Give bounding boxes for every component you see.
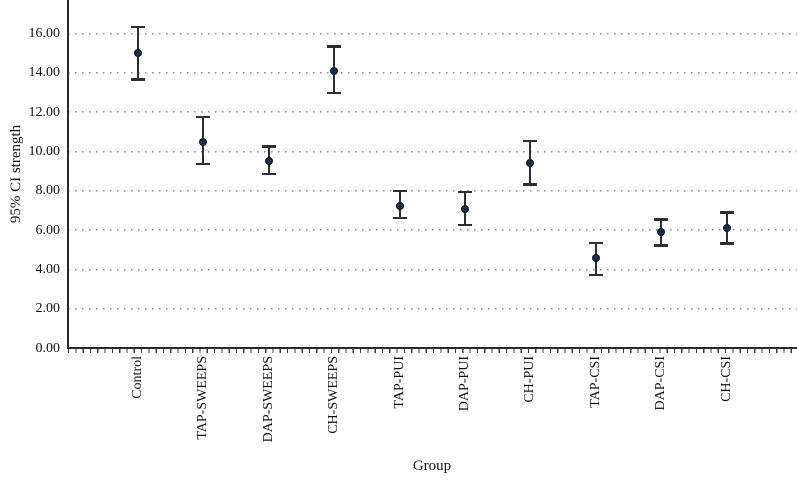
gridline [68,32,797,35]
gridline [68,229,797,232]
error-bar-cap-top [719,211,734,214]
x-tick-label: DAP-SWEEPS [260,356,276,443]
y-tick-label: 4.00 [35,261,61,277]
error-bar-cap-top [523,139,538,142]
error-bar-cap-top [654,218,669,221]
error-bar-cap-top [261,145,276,148]
y-tick-label: 0.00 [35,340,61,356]
error-bar-cap-top [196,116,211,119]
y-tick-label: 8.00 [35,183,61,199]
gridline [68,268,797,271]
error-bar-cap-bottom [719,242,734,245]
error-bar-cap-top [327,45,342,48]
y-tick-label: 16.00 [28,25,61,41]
y-axis-title: 95% CI strength [8,124,24,224]
gridline [68,150,797,153]
plot-area [68,0,797,348]
error-bar-cap-bottom [588,273,603,277]
gridline [68,71,797,74]
y-tick-label: 12.00 [28,104,61,120]
x-tick-label: CH-SWEEPS [326,356,342,434]
gridline [68,111,797,114]
error-bar-cap-bottom [261,172,276,175]
x-tick-label: TAP-PUI [391,356,407,409]
y-tick-label: 6.00 [35,222,61,238]
data-point-marker [461,205,469,214]
y-tick-label: 2.00 [35,301,61,317]
data-point-marker [330,66,339,75]
data-point-marker [134,49,142,58]
error-bar-cap-bottom [327,91,342,95]
gridline [68,307,797,310]
x-axis-line [68,347,797,349]
error-bar-cap-bottom [523,183,538,186]
x-tick-label: TAP-CSI [587,356,603,408]
error-bar-cap-top [392,189,407,193]
error-bar-cap-bottom [196,162,211,166]
x-tick-label: TAP-SWEEPS [195,356,211,440]
error-bar-cap-top [131,25,145,28]
data-point-marker [591,253,600,262]
gridline [68,189,797,192]
data-point-marker [395,202,404,211]
x-axis-title: Group [412,458,452,474]
error-bar-cap-top [458,190,472,194]
y-tick-label: 14.00 [28,65,61,81]
x-tick-label: DAP-CSI [653,356,669,411]
data-point-marker [264,157,273,166]
error-bar-cap-bottom [131,78,145,81]
error-bar-cap-top [588,241,603,245]
data-point-marker [526,159,535,168]
error-bar-cap-bottom [392,216,407,220]
x-tick-label: Control [130,356,145,399]
x-tick-label: CH-CSI [718,356,734,402]
y-tick-label: 10.00 [28,143,61,159]
data-point-marker [657,228,666,236]
error-bar-cap-bottom [654,244,669,247]
data-point-marker [199,137,208,146]
error-bar-cap-bottom [458,223,472,227]
x-tick-label: DAP-PUI [457,356,472,412]
x-tick-label: CH-PUI [522,356,538,403]
data-point-marker [722,224,731,233]
y-axis-line [67,0,69,349]
x-axis-minor-ticks [68,349,797,353]
